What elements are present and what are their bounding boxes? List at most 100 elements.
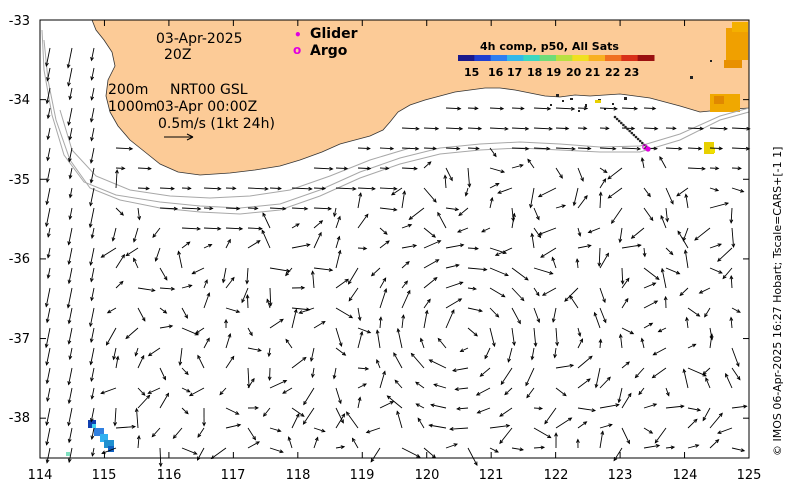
current-arrow [348,267,359,285]
current-arrowhead [44,302,49,308]
current-arrowhead [383,230,388,235]
current-arrow [423,227,436,238]
current-arrow [247,227,262,230]
current-arrowhead [473,461,478,466]
current-arrow [112,227,117,241]
current-arrowhead [348,314,354,319]
current-arrowhead [46,274,51,279]
current-arrowhead [594,383,599,389]
current-arrowhead [90,76,95,81]
current-arrow [376,330,381,349]
current-arrowhead [401,314,406,319]
current-arrowhead [177,250,181,255]
current-arrow [192,267,205,275]
current-arrowhead [561,204,567,209]
current-arrowhead [479,372,484,377]
product-label: NRT00 GSL [170,82,248,98]
current-arrow [531,233,535,249]
current-arrowhead [382,277,387,282]
current-arrowhead [282,390,287,394]
current-arrow [594,312,601,329]
current-arrowhead [602,178,607,183]
current-arrowhead [45,421,50,426]
current-arrowhead [302,356,307,361]
current-arrowhead [256,240,261,244]
current-arrow [526,387,535,398]
current-arrowhead [412,244,418,248]
current-arrow [90,267,95,282]
current-arrowhead [370,458,375,463]
current-arrow [555,167,563,179]
current-arrow [313,167,333,170]
current-arrowhead [236,423,242,428]
current-arrow [635,367,645,378]
current-arrowhead [90,395,95,400]
current-arrowhead [580,177,584,182]
current-arrow [67,287,73,308]
current-arrow [573,187,579,206]
current-arrowhead [68,174,73,180]
current-arrow [195,327,205,334]
current-arrow [445,298,462,309]
current-arrowhead [333,212,337,218]
current-arrow [269,318,284,329]
current-arrow [730,317,733,329]
current-arrow [722,267,733,279]
current-arrow [246,267,249,284]
current-arrow [247,378,255,389]
current-arrow [704,307,711,317]
current-arrow [595,367,601,388]
current-arrowhead [89,118,94,123]
current-arrow [291,244,310,249]
current-arrow [554,347,557,358]
current-arrowhead [699,126,705,131]
current-arrow [430,404,447,409]
current-arrow [391,187,403,196]
current-arrow [313,207,332,210]
current-arrowhead [100,390,105,395]
current-arrow [181,207,201,210]
current-arrowhead [547,434,552,439]
current-arrow [68,107,73,126]
current-arrowhead [555,341,559,347]
current-arrow [68,427,73,443]
current-arrow [527,159,535,169]
current-arrowhead [195,330,200,334]
current-arrow [694,227,711,241]
current-arrow [335,167,348,170]
current-arrowhead [527,158,532,163]
current-arrowhead [390,191,396,196]
current-arrow [588,227,601,233]
current-arrow [393,352,403,369]
current-arrow [685,194,689,209]
current-arrow [504,387,513,395]
current-arrow [401,191,406,209]
current-arrowhead [587,244,592,248]
current-arrowhead [459,281,464,286]
current-arrowhead [245,280,250,285]
current-arrowhead [112,355,117,361]
current-arrowhead [740,448,746,453]
current-arrowhead [308,186,313,191]
current-arrow [702,367,711,375]
current-arrowhead [133,257,137,262]
current-arrowhead [268,302,273,307]
current-arrow [90,107,95,122]
current-arrow [654,427,667,444]
current-arrow [599,178,607,189]
current-arrow [676,187,689,197]
current-arrow [47,107,51,119]
current-arrow [148,387,161,394]
current-arrow [285,339,293,349]
current-arrowhead [67,340,72,345]
current-arrow [423,240,441,249]
current-arrow [683,369,689,389]
current-arrowhead [366,166,372,171]
current-arrow [69,187,73,198]
cb-tick: 20 [566,66,582,79]
current-arrowhead [562,392,567,397]
current-arrow [313,232,322,249]
current-arrowhead [696,312,701,317]
current-arrowhead [357,316,362,322]
current-arrow [91,87,95,100]
